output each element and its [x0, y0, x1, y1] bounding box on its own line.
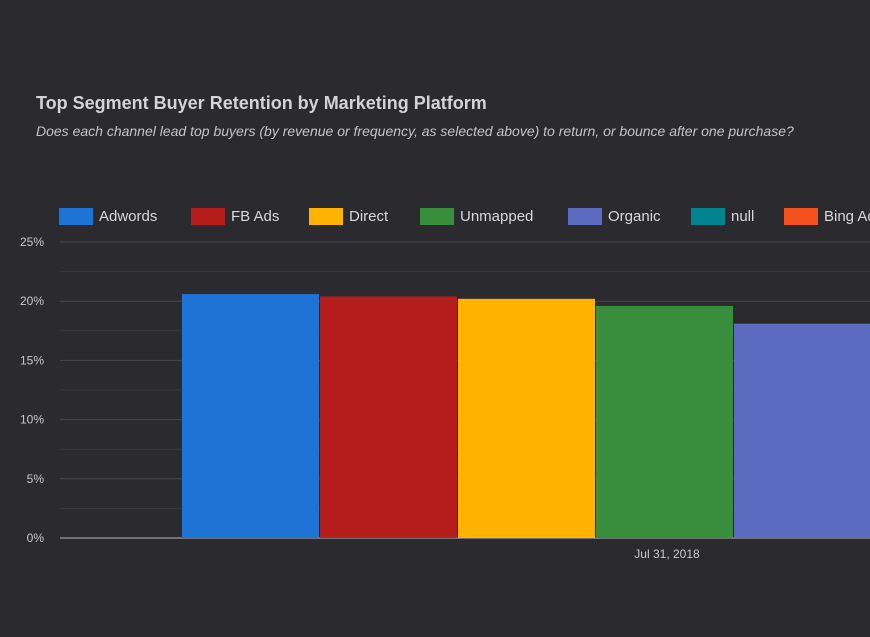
y-tick-label: 0%: [27, 531, 45, 545]
legend-swatch: [691, 207, 725, 225]
legend-swatch: [191, 207, 225, 225]
legend-label: Unmapped: [460, 207, 534, 225]
legend-item[interactable]: Direct: [309, 206, 388, 226]
bar-fb-ads: [320, 296, 457, 538]
legend-item[interactable]: Organic: [568, 206, 661, 226]
chart-subtitle: Does each channel lead top buyers (by re…: [36, 123, 794, 139]
legend-item[interactable]: null: [691, 206, 754, 226]
bar-unmapped: [596, 305, 733, 538]
bar-direct: [458, 298, 595, 538]
legend-swatch: [568, 207, 602, 225]
bar-adwords: [182, 294, 319, 538]
y-tick-label: 5%: [27, 472, 45, 486]
legend-swatch: [309, 207, 343, 225]
bar-organic: [734, 323, 870, 538]
chart-title: Top Segment Buyer Retention by Marketing…: [36, 93, 487, 113]
y-tick-label: 20%: [20, 294, 44, 308]
y-tick-label: 15%: [20, 353, 44, 367]
legend-label: Organic: [608, 207, 661, 225]
legend-swatch: [59, 207, 93, 225]
legend-label: null: [731, 207, 755, 225]
legend-label: Bing Ads: [824, 207, 870, 225]
y-tick-label: 10%: [20, 413, 44, 427]
legend-item[interactable]: Unmapped: [420, 206, 533, 226]
legend-label: FB Ads: [231, 207, 280, 225]
x-tick-label: Jul 31, 2018: [634, 547, 700, 561]
legend-label: Adwords: [99, 207, 158, 225]
legend-swatch: [420, 207, 454, 225]
legend-label: Direct: [349, 207, 389, 225]
legend-item[interactable]: FB Ads: [191, 206, 279, 226]
y-tick-label: 25%: [20, 235, 44, 249]
legend-swatch: [784, 207, 818, 225]
legend-item[interactable]: Bing Ads: [784, 206, 870, 226]
legend-item[interactable]: Adwords: [59, 206, 157, 226]
